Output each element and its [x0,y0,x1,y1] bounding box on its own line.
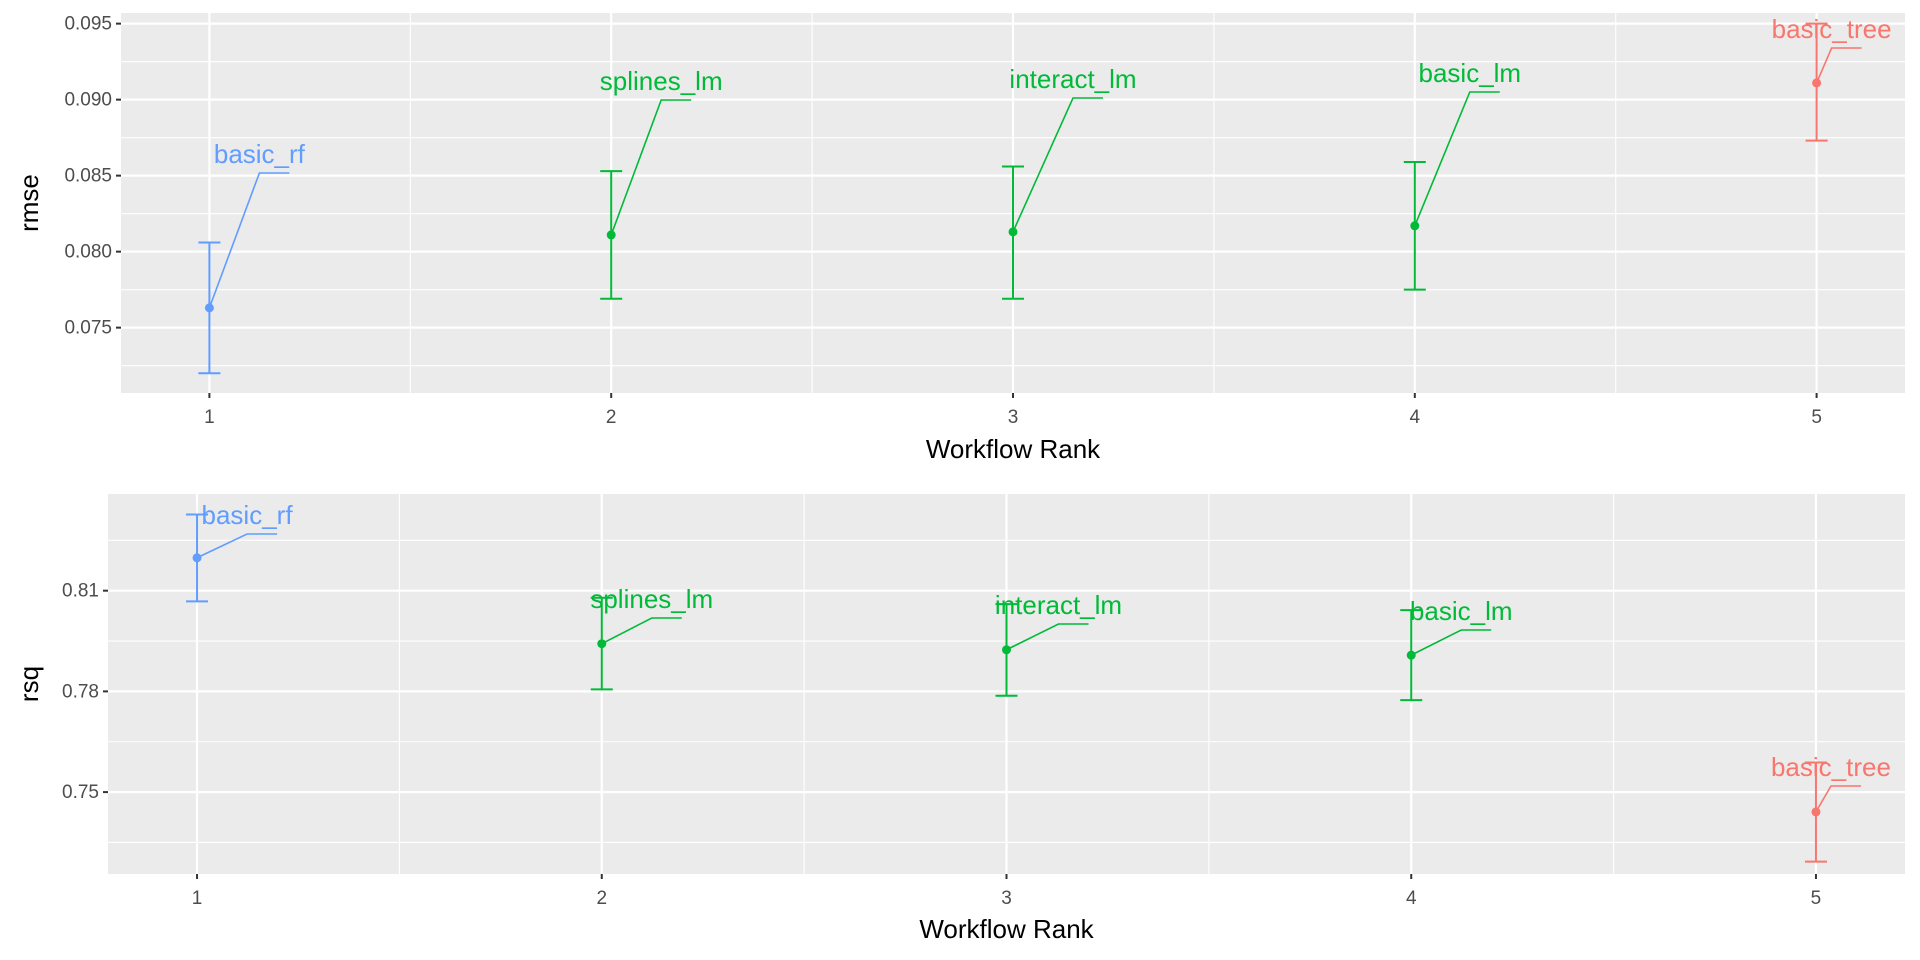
data-label: basic_rf [214,139,306,169]
label-leader-line [610,99,692,236]
y-tick-label: 0.78 [62,681,99,702]
x-axis-title: Workflow Rank [926,434,1101,464]
data-label: splines_lm [590,584,713,614]
x-tick-label: 2 [606,407,617,428]
y-tick-label: 0.090 [64,90,112,111]
x-tick-label: 4 [1406,888,1417,909]
y-tick-label: 0.75 [62,782,99,803]
data-label: basic_lm [1410,596,1513,626]
x-tick-label: 1 [204,407,215,428]
x-axis-title: Workflow Rank [919,914,1094,944]
label-leader-line [601,617,682,645]
label-leader-line [208,172,290,309]
label-leader-line [1414,91,1500,227]
label-leader-line [196,533,278,559]
x-tick-label: 4 [1410,407,1421,428]
x-tick-label: 2 [596,888,607,909]
x-tick-label: 5 [1811,407,1822,428]
data-label: basic_tree [1772,14,1892,44]
y-axis-title: rsq [14,666,44,702]
label-leader-line [1410,629,1492,656]
y-axis-title: rmse [14,174,44,232]
data-label: basic_lm [1419,58,1522,88]
x-tick-label: 3 [1008,407,1019,428]
label-leader-line [1815,47,1862,84]
x-tick-label: 1 [192,888,203,909]
data-label: basic_tree [1771,752,1891,782]
data-label: splines_lm [600,66,723,96]
y-tick-label: 0.080 [64,242,112,263]
rsq-chart: 0.75 0.78 0.81 1 2 3 4 5 Workflow Rank rsq basic_r… [14,494,1905,944]
x-tick-label: 3 [1001,888,1012,909]
y-tick-label: 0.075 [64,318,112,339]
rmse-chart: 0.075 0.080 0.085 0.090 0.095 1 2 3 4 5 Workflow R… [14,13,1905,464]
y-tick-label: 0.095 [64,14,112,35]
y-tick-label: 0.085 [64,166,112,187]
x-tick-label: 5 [1811,888,1822,909]
data-label: interact_lm [995,590,1122,620]
y-tick-label: 0.81 [62,581,99,602]
label-leader-line [1012,97,1103,233]
label-leader-line [1006,623,1089,651]
data-label: basic_rf [202,500,294,530]
label-leader-line [1815,785,1861,813]
data-label: interact_lm [1009,64,1136,94]
